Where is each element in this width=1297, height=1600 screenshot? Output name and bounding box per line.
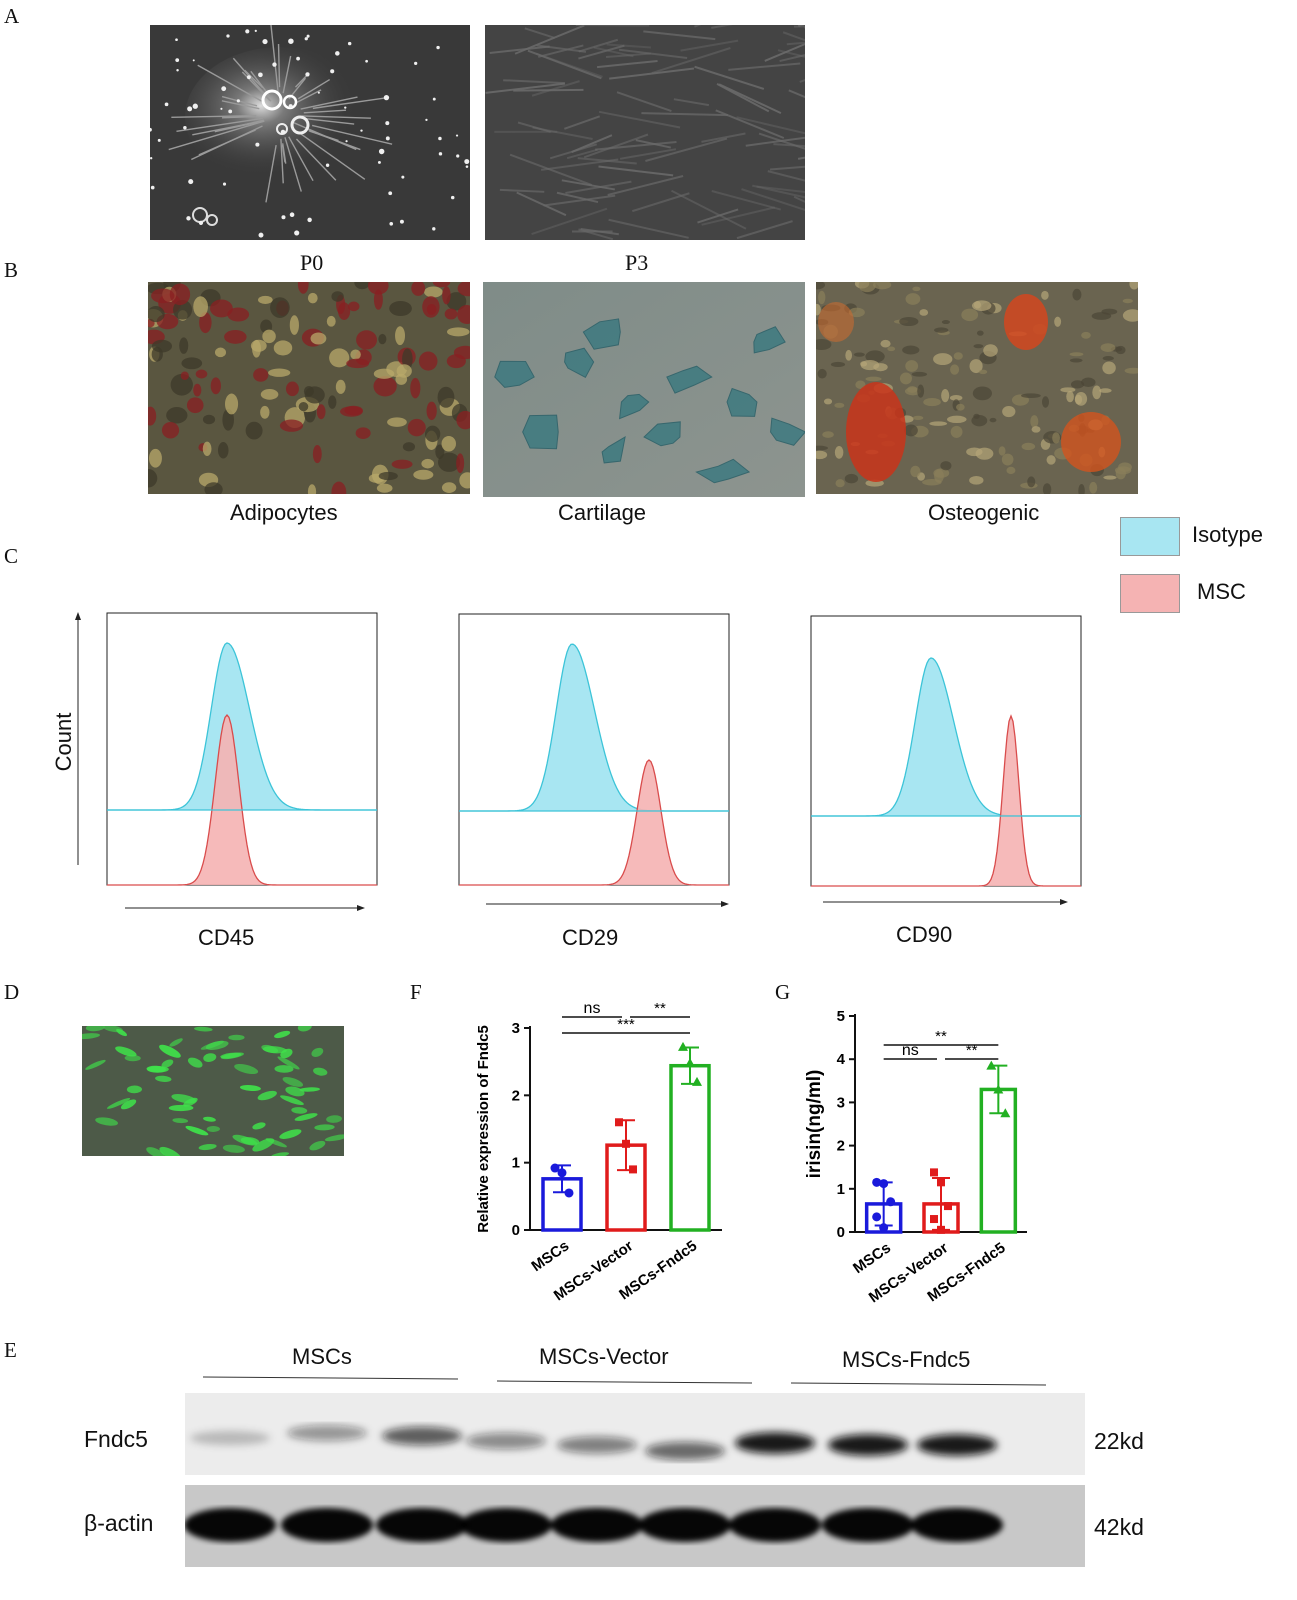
wb-row-label-actin: β-actin <box>84 1510 153 1537</box>
y-tick-label: 5 <box>837 1008 845 1025</box>
micrograph-gfp <box>82 1026 344 1156</box>
significance-label: ** <box>935 1028 947 1045</box>
data-point <box>565 1188 574 1197</box>
legend-swatch-isotype <box>1120 517 1180 556</box>
y-axis-label: irisin(ng/ml) <box>804 1070 825 1179</box>
wb-size-42kd: 42kd <box>1094 1514 1144 1541</box>
caption-osteogenic: Osteogenic <box>928 500 1039 526</box>
ylabel-count: Count <box>51 692 77 792</box>
data-point <box>937 1178 945 1186</box>
data-point <box>629 1165 637 1173</box>
data-point <box>678 1042 688 1051</box>
y-tick-label: 1 <box>837 1181 845 1198</box>
wb-size-22kd: 22kd <box>1094 1428 1144 1455</box>
data-point <box>879 1223 888 1232</box>
flow-cytometry-panel <box>0 600 1297 960</box>
panel-letter-g: G <box>775 980 790 1005</box>
data-point <box>930 1168 938 1176</box>
y-tick-label: 3 <box>512 1020 520 1037</box>
caption-cartilage: Cartilage <box>558 500 646 526</box>
data-point <box>615 1118 623 1126</box>
y-tick-label: 0 <box>837 1224 845 1241</box>
y-tick-label: 2 <box>512 1087 520 1104</box>
wb-blot-fndc5 <box>185 1393 1085 1475</box>
data-point <box>872 1212 881 1221</box>
significance-label: *** <box>617 1016 635 1033</box>
panel-letter-d: D <box>4 980 19 1005</box>
caption-adipocytes: Adipocytes <box>230 500 338 526</box>
micrograph-adipocytes <box>148 282 470 494</box>
micrograph-cartilage <box>483 282 805 497</box>
y-tick-label: 2 <box>837 1138 845 1155</box>
x-tick-label: MSCs <box>528 1237 572 1275</box>
wb-group-msc: MSCs <box>292 1344 352 1370</box>
data-point <box>937 1226 945 1234</box>
panel-letter-a: A <box>4 4 19 29</box>
micrograph-p0 <box>150 25 470 240</box>
y-tick-label: 4 <box>837 1051 846 1068</box>
caption-p3: P3 <box>625 250 648 276</box>
count-label-wrap: Count <box>44 693 84 793</box>
wb-group-vector: MSCs-Vector <box>539 1344 669 1370</box>
y-axis-label: Relative expression of Fndc5 <box>475 1025 492 1233</box>
significance-label: ** <box>654 1000 666 1017</box>
wb-row-label-fndc5: Fndc5 <box>84 1426 148 1453</box>
data-point <box>886 1197 895 1206</box>
panel-letter-b: B <box>4 258 18 283</box>
y-tick-label: 0 <box>512 1222 520 1239</box>
data-point <box>622 1140 630 1148</box>
data-point <box>930 1215 938 1223</box>
legend-label-isotype: Isotype <box>1192 522 1263 548</box>
data-point <box>685 1058 695 1067</box>
data-point <box>879 1179 888 1188</box>
marker-cd29: CD29 <box>562 925 618 951</box>
panel-letter-e: E <box>4 1338 17 1363</box>
micrograph-osteogenic <box>816 282 1138 494</box>
panel-letter-c: C <box>4 544 18 569</box>
panel-letter-f: F <box>410 980 422 1005</box>
caption-p0: P0 <box>300 250 323 276</box>
data-point <box>944 1202 952 1210</box>
y-tick-label: 1 <box>512 1155 520 1172</box>
bar <box>671 1066 709 1230</box>
chart-irisin: 012345irisin(ng/ml)MSCsMSCs-VectorMSCs-F… <box>795 1000 1095 1330</box>
x-tick-label: MSCs <box>850 1239 894 1277</box>
wb-blot-actin <box>185 1485 1085 1567</box>
marker-cd90: CD90 <box>896 922 952 948</box>
y-tick-label: 3 <box>837 1094 845 1111</box>
marker-cd45: CD45 <box>198 925 254 951</box>
significance-label: ns <box>584 1000 601 1017</box>
data-point <box>558 1168 567 1177</box>
micrograph-p3 <box>485 25 805 240</box>
